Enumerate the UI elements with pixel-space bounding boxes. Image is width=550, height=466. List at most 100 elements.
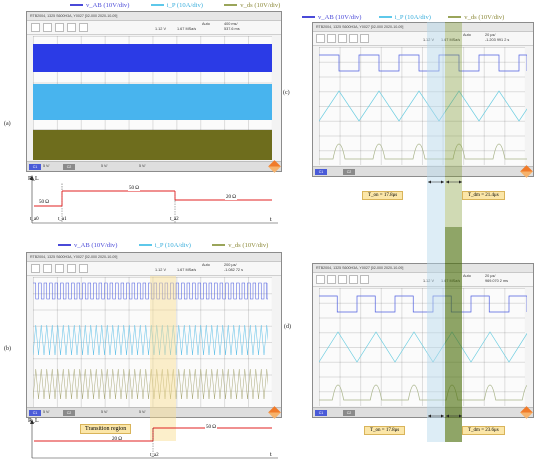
- timebase: 200 µs/: [224, 263, 237, 267]
- channel-1-scale: 5 V/: [43, 164, 50, 168]
- panel-label-a: (a): [4, 121, 11, 127]
- sample-rate: 1.67 MSa/s: [177, 27, 197, 31]
- channel-1-button[interactable]: C1: [29, 163, 41, 170]
- trace-ip: [33, 84, 272, 120]
- search-icon[interactable]: [338, 34, 347, 43]
- scope-screen: [319, 47, 527, 165]
- legend-vab-swatch: [70, 4, 83, 7]
- scope-title-bar: RTB2004, 1325 S600H3A, Y0027 [02-000 202…: [27, 12, 281, 21]
- ton-label-c: T_on = 17.8μs: [362, 191, 404, 200]
- load-a-axis-y: R_L: [28, 176, 39, 182]
- legend-vab-swatch: [58, 244, 71, 247]
- scope-screen: [319, 288, 527, 406]
- waveforms-b: [33, 282, 268, 400]
- panel-label-c: (c): [283, 90, 290, 96]
- legend-vab-label: v_AB (10V/div): [318, 14, 362, 21]
- waveforms-d: [319, 295, 527, 401]
- scope-panel-b: RTB2004, 1325 S600H3A, Y0027 [02-000 202…: [26, 252, 282, 419]
- legend-vds-label: v_ds (10V/div): [228, 242, 269, 249]
- legend-vab-label: v_AB (10V/div): [86, 2, 130, 9]
- channel-2-scale: 5 V/: [101, 410, 108, 414]
- load-a-r2: 50 Ω: [128, 186, 140, 191]
- undo-icon[interactable]: [316, 34, 325, 43]
- transition-region-label: Transition region: [80, 424, 132, 434]
- undo-icon[interactable]: [31, 23, 40, 32]
- channel-bar: C1 5 V/ C2 5 V/ 5 V/: [27, 161, 281, 171]
- legend-vds-swatch: [448, 16, 462, 19]
- tdm-highlight-d: [445, 227, 462, 442]
- legend-vab-label: v_AB (10V/div): [74, 242, 118, 249]
- legend-mid-left: v_AB (10V/div) i_P (10A/div) v_ds (10V/d…: [58, 242, 268, 249]
- search-icon[interactable]: [338, 275, 347, 284]
- load-b-axis-y: R_L: [28, 418, 39, 424]
- undo-icon[interactable]: [316, 275, 325, 284]
- channel-1-button[interactable]: C1: [315, 168, 327, 175]
- legend-top-left: v_AB (10V/div) i_P (10A/div) v_ds (10V/d…: [70, 2, 280, 9]
- pen-icon[interactable]: [360, 34, 369, 43]
- legend-vds-swatch: [212, 244, 226, 247]
- load-b-r1: 20 Ω: [112, 437, 122, 442]
- acq-mode: Auto: [463, 274, 471, 278]
- undo-icon[interactable]: [31, 264, 40, 273]
- pen-icon[interactable]: [79, 264, 88, 273]
- legend-ip-label: i_P (10A/div): [154, 242, 191, 249]
- tdm-label-d: T_dm = 23.6μs: [462, 426, 505, 435]
- ton-highlight: [427, 22, 445, 442]
- legend-ip-swatch: [138, 244, 152, 247]
- channel-3-scale: 5 V/: [139, 164, 146, 168]
- trigger-level: 1.12 V: [423, 279, 434, 283]
- scope-panel-a: RTB2004, 1325 S600H3A, Y0027 [02-000 202…: [26, 11, 282, 173]
- search-icon[interactable]: [55, 23, 64, 32]
- scope-panel-c: RTB2004, 1325 S600H3A, Y0027 [02-000 202…: [312, 22, 534, 178]
- legend-ip-swatch: [378, 16, 392, 19]
- zoom-icon[interactable]: [43, 23, 52, 32]
- legend-ip-label: i_P (10A/div): [166, 2, 203, 9]
- load-a-t1: t_a1: [58, 217, 67, 222]
- scope-screen: [33, 36, 272, 160]
- measure-icon[interactable]: [67, 23, 76, 32]
- time-offset: -1.082 72 s: [224, 268, 243, 272]
- waveforms-c: [319, 54, 527, 160]
- zoom-icon[interactable]: [327, 275, 336, 284]
- ton-label-d: T_on = 17.8μs: [364, 426, 406, 435]
- load-b-r2: 50 Ω: [205, 425, 217, 430]
- tdm-highlight-c: [445, 22, 462, 227]
- measure-icon[interactable]: [349, 275, 358, 284]
- legend-ip-swatch: [150, 4, 164, 7]
- channel-2-button[interactable]: C2: [63, 163, 75, 170]
- load-a-axis-x: t: [270, 217, 272, 223]
- legend-ip-label: i_P (10A/div): [394, 14, 431, 21]
- legend-vab-swatch: [302, 16, 315, 19]
- load-b-t1: t_a2: [150, 453, 159, 458]
- zoom-icon[interactable]: [43, 264, 52, 273]
- scope-panel-d: RTB2004, 1325 S600H3A, Y0027 [02-000 202…: [312, 263, 534, 419]
- search-icon[interactable]: [55, 264, 64, 273]
- time-offset: 537.6 ms: [224, 27, 240, 31]
- timing-arrows-c: [428, 180, 462, 184]
- acq-mode: Auto: [202, 22, 210, 26]
- acq-mode: Auto: [202, 263, 210, 267]
- measure-icon[interactable]: [349, 34, 358, 43]
- pen-icon[interactable]: [79, 23, 88, 32]
- channel-1-button[interactable]: C1: [29, 409, 41, 416]
- acq-mode: Auto: [463, 33, 471, 37]
- channel-bar: C1 5 V/ C2 5 V/ 5 V/: [27, 407, 281, 417]
- scope-toolbar: 1.12 V 1.67 MSa/s Auto 200 µs/ -1.082 72…: [27, 262, 281, 276]
- load-a-r3: 20 Ω: [225, 195, 237, 200]
- trigger-level: 1.12 V: [423, 38, 434, 42]
- channel-2-button[interactable]: C2: [343, 168, 355, 175]
- channel-2-button[interactable]: C2: [63, 409, 75, 416]
- measure-icon[interactable]: [67, 264, 76, 273]
- load-a-t2: t_a2: [170, 217, 179, 222]
- timebase: 400 ms/: [224, 22, 238, 26]
- scope-title-bar: RTB2004, 1325 S600H3A, Y0027 [02-000 202…: [27, 253, 281, 262]
- timebase: 20 µs/: [485, 33, 496, 37]
- trigger-level: 1.12 V: [155, 27, 166, 31]
- channel-2-button[interactable]: C2: [343, 409, 355, 416]
- channel-1-button[interactable]: C1: [315, 409, 327, 416]
- zoom-icon[interactable]: [327, 34, 336, 43]
- pen-icon[interactable]: [360, 275, 369, 284]
- legend-vds-swatch: [224, 4, 238, 7]
- legend-vds-label: v_ds (10V/div): [464, 14, 505, 21]
- scope-screen: [33, 277, 272, 407]
